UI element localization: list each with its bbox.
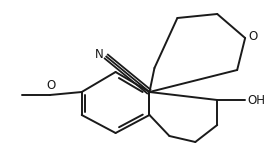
Text: O: O bbox=[46, 79, 55, 92]
Text: N: N bbox=[95, 49, 104, 62]
Text: OH: OH bbox=[247, 93, 265, 106]
Text: O: O bbox=[248, 31, 257, 43]
